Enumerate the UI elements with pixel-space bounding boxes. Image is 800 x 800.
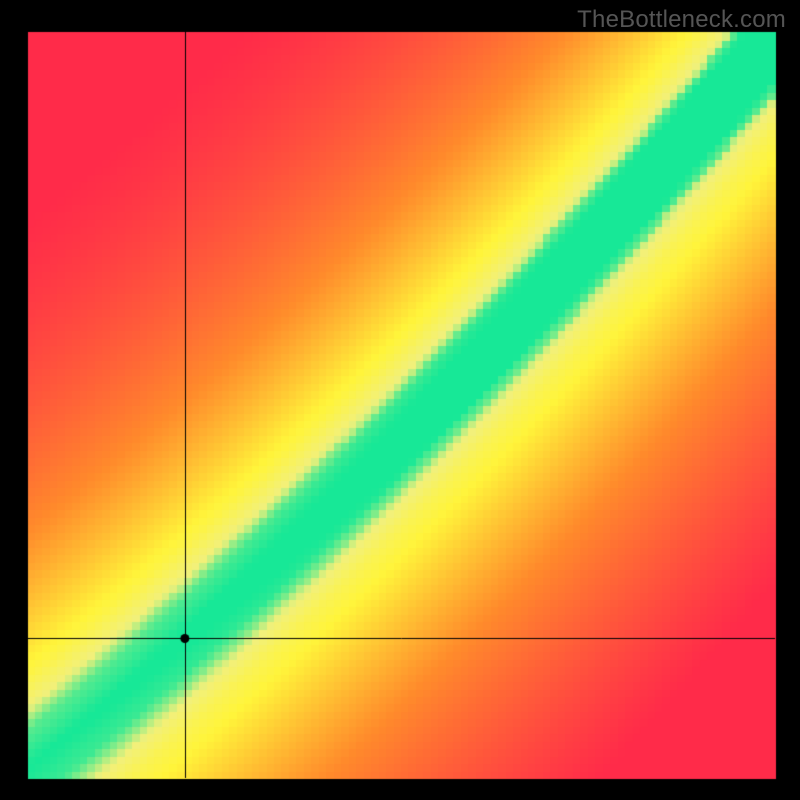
- bottleneck-heatmap: [0, 0, 800, 800]
- watermark-text: TheBottleneck.com: [577, 6, 786, 34]
- chart-container: TheBottleneck.com: [0, 0, 800, 800]
